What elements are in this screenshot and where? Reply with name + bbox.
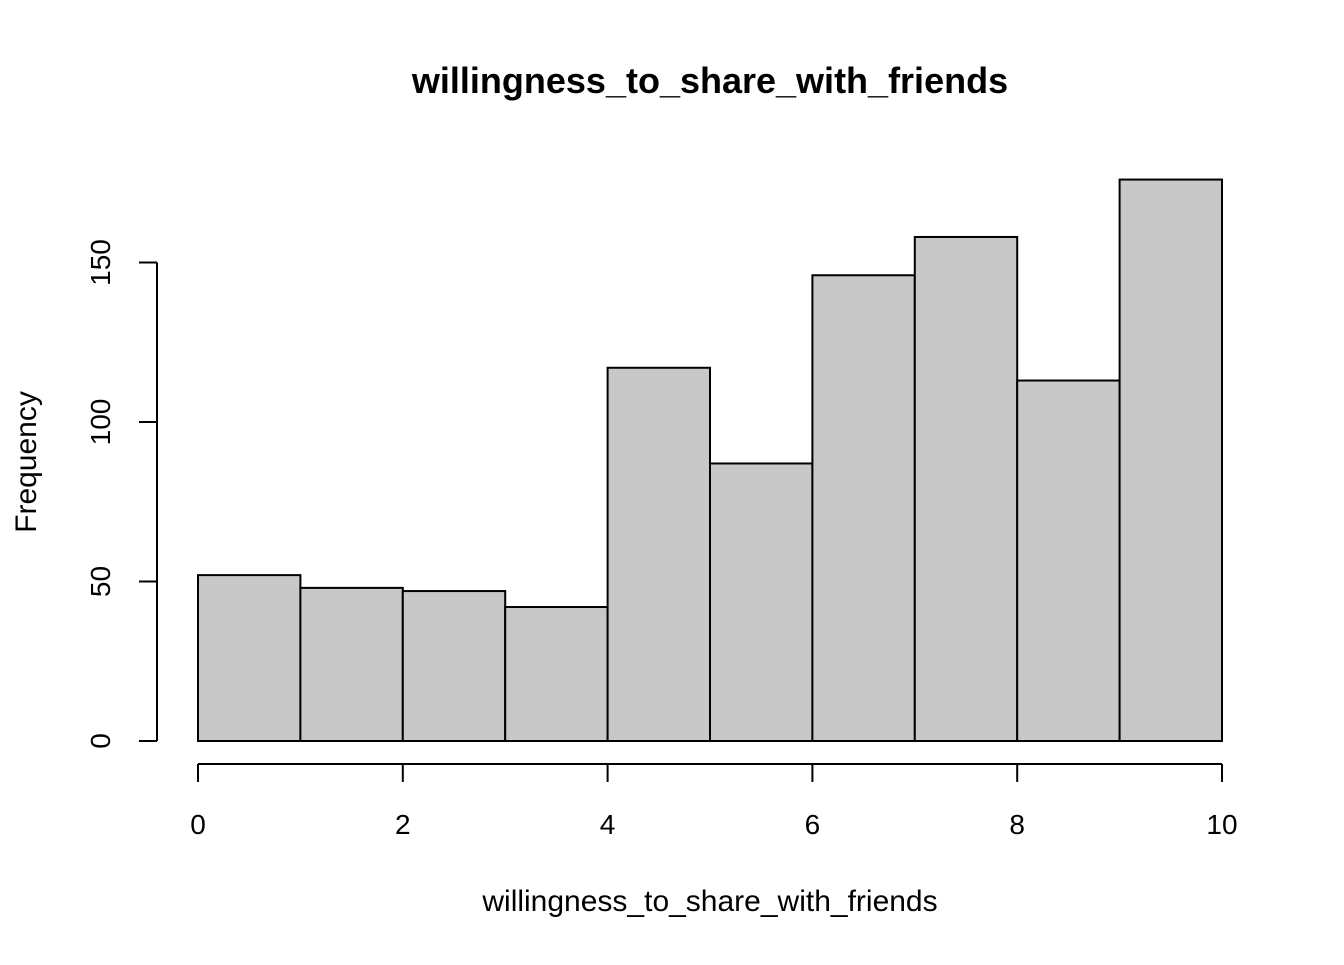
x-tick-label-1: 2 — [395, 809, 411, 840]
x-tick-label-0: 0 — [190, 809, 206, 840]
x-tick-label-3: 6 — [805, 809, 821, 840]
x-axis-label: willingness_to_share_with_friends — [481, 885, 937, 918]
histogram-bar-1 — [299, 586, 404, 742]
x-axis: 0 2 4 6 8 10 — [190, 763, 1238, 840]
histogram-bar-7 — [913, 235, 1019, 742]
histogram-bar-4 — [606, 366, 711, 742]
x-tick-label-5: 10 — [1206, 809, 1237, 840]
y-tick-label-0: 0 — [85, 733, 116, 749]
histogram-bar-6 — [811, 274, 916, 742]
histogram-bar-5 — [709, 462, 814, 742]
histogram-bars — [197, 178, 1223, 743]
y-tick-label-3: 150 — [85, 239, 116, 286]
x-tick-label-2: 4 — [600, 809, 616, 840]
y-tick-label-1: 50 — [85, 566, 116, 597]
histogram-bar-2 — [401, 590, 507, 742]
x-tick-label-4: 8 — [1009, 809, 1025, 840]
y-axis: 0 50 100 150 — [85, 239, 158, 749]
histogram-bar-9 — [1118, 178, 1223, 742]
y-tick-label-2: 100 — [85, 399, 116, 446]
y-axis-label: Frequency — [10, 391, 43, 533]
histogram-bar-8 — [1016, 379, 1121, 742]
histogram-bar-0 — [197, 574, 302, 742]
histogram-bar-3 — [504, 606, 609, 743]
chart-title: willingness_to_share_with_friends — [411, 60, 1008, 101]
